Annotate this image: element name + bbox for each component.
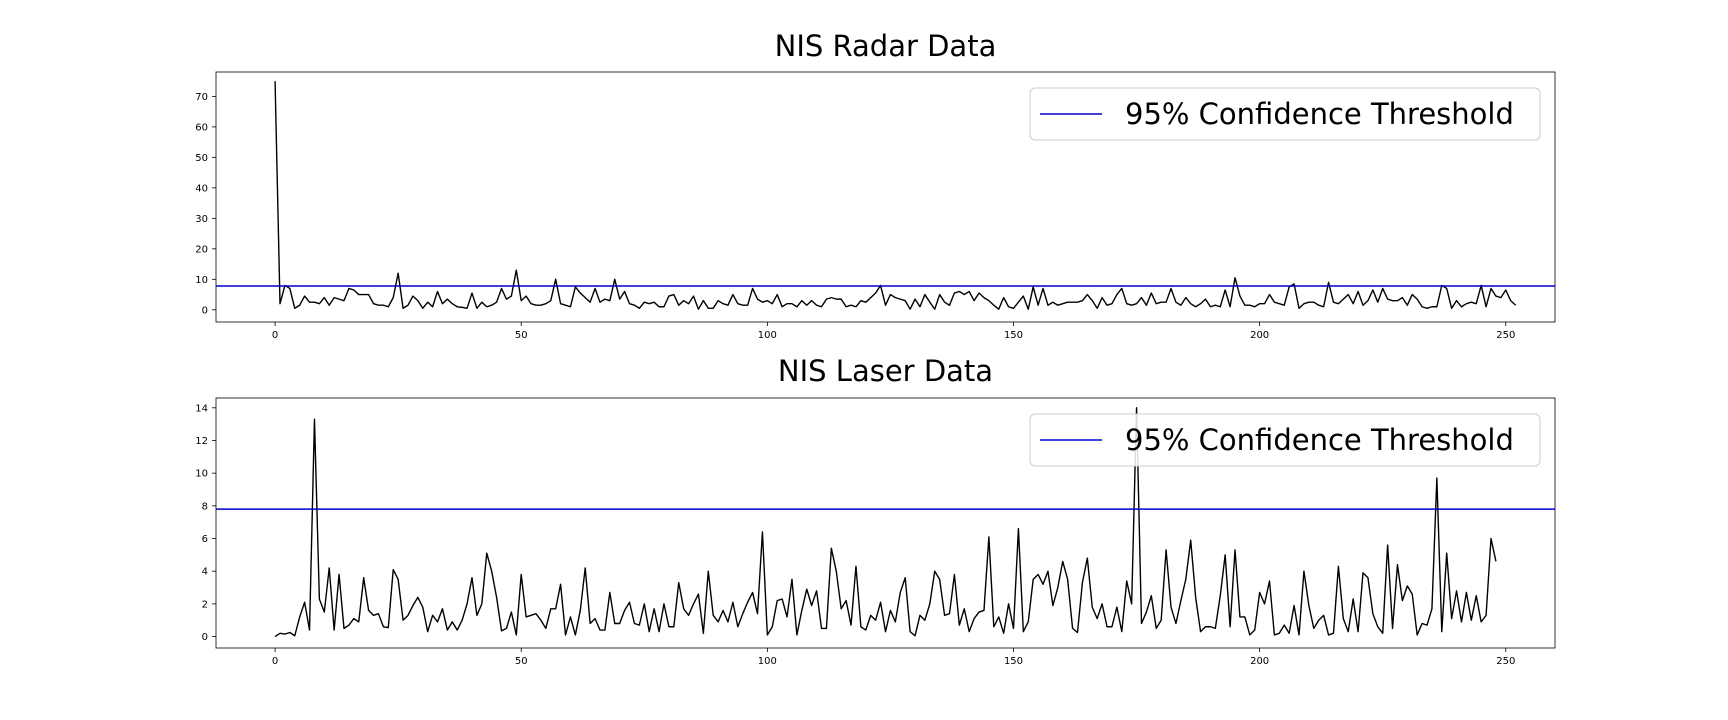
laser-legend-label: 95% Confidence Threshold xyxy=(1125,423,1514,457)
laser-y-tick-label: 2 xyxy=(202,599,208,610)
radar-legend: 95% Confidence Threshold xyxy=(1029,87,1541,141)
radar-legend-box xyxy=(1029,87,1541,141)
radar-y-tick-label: 0 xyxy=(202,305,208,316)
radar-y-tick-label: 20 xyxy=(195,244,208,255)
radar-x-tick-label: 250 xyxy=(1496,330,1515,341)
radar-y-tick-label: 60 xyxy=(195,122,208,133)
laser-x-tick-label: 150 xyxy=(1004,656,1023,667)
radar-legend-label: 95% Confidence Threshold xyxy=(1125,97,1514,131)
radar-plot-frame xyxy=(215,71,1556,323)
radar-series-line xyxy=(274,81,1517,310)
radar-y-tick-label: 40 xyxy=(195,183,208,194)
radar-y-tick-label: 30 xyxy=(195,214,208,225)
laser-series-line xyxy=(274,407,1497,638)
laser-y-tick-label: 12 xyxy=(195,436,208,447)
radar-y-tick-label: 70 xyxy=(195,92,208,103)
laser-x-tick-label: 250 xyxy=(1496,656,1515,667)
laser-legend: 95% Confidence Threshold xyxy=(1029,413,1541,467)
radar-chart-panel: NIS Radar Data 0 50 100 150 200 250 0 10 20 30 40 50… xyxy=(195,29,1556,341)
radar-x-tick-label: 100 xyxy=(758,330,777,341)
radar-x-tick-label: 50 xyxy=(515,330,528,341)
laser-y-tick-label: 4 xyxy=(202,567,208,578)
laser-y-tick-label: 0 xyxy=(202,632,208,643)
laser-x-tick-label: 200 xyxy=(1250,656,1269,667)
laser-chart-panel: NIS Laser Data 0 50 100 150 200 250 0 2 4 6 8 10 12 14… xyxy=(195,354,1556,667)
laser-x-tick-label: 100 xyxy=(758,656,777,667)
laser-legend-box xyxy=(1029,413,1541,467)
radar-y-tick-label: 10 xyxy=(195,275,208,286)
laser-x-tick-label: 0 xyxy=(272,656,278,667)
radar-x-tick-label: 200 xyxy=(1250,330,1269,341)
radar-chart-title: NIS Radar Data xyxy=(775,29,997,63)
laser-chart-title: NIS Laser Data xyxy=(778,354,993,388)
laser-plot-frame xyxy=(215,397,1556,649)
radar-y-tick-label: 50 xyxy=(195,153,208,164)
radar-x-tick-label: 0 xyxy=(272,330,278,341)
laser-x-tick-label: 50 xyxy=(515,656,528,667)
laser-y-tick-label: 6 xyxy=(202,534,208,545)
laser-y-tick-label: 10 xyxy=(195,469,208,480)
laser-y-tick-label: 14 xyxy=(195,403,208,414)
laser-y-tick-label: 8 xyxy=(202,501,208,512)
radar-x-tick-label: 150 xyxy=(1004,330,1023,341)
